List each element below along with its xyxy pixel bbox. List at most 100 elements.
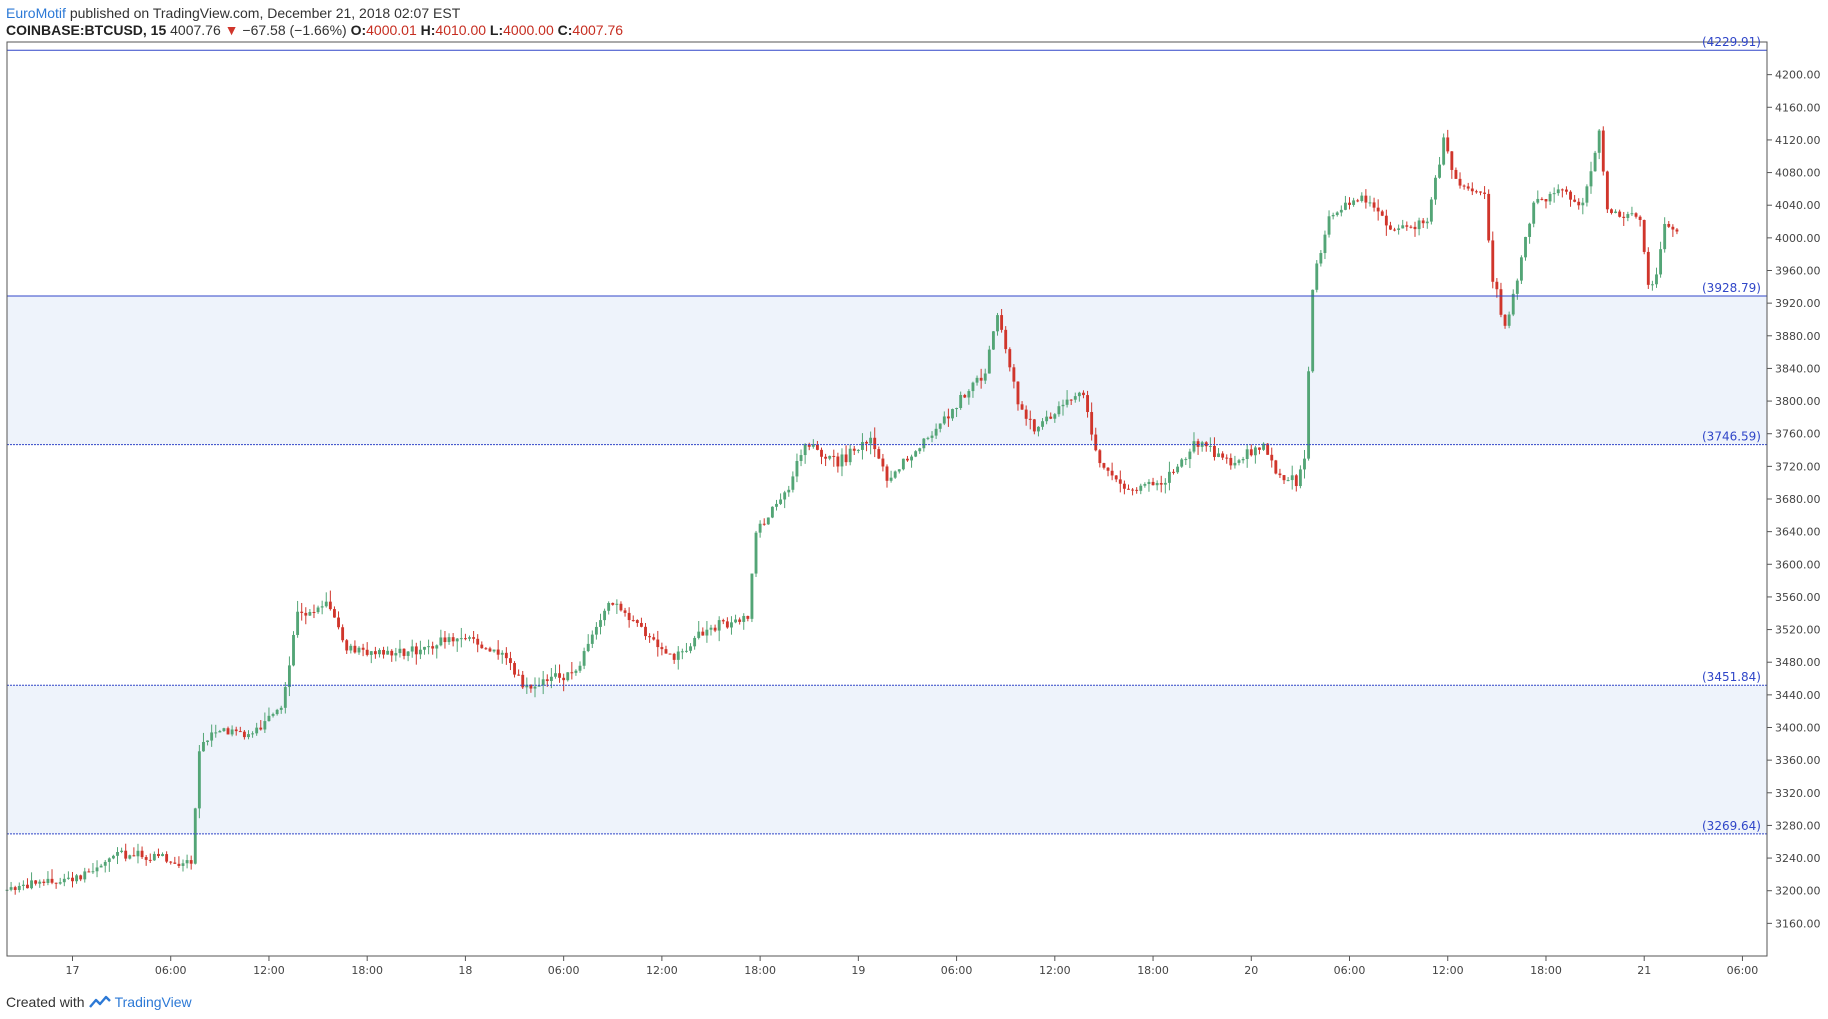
candle-body [562, 677, 566, 681]
candle-body [116, 852, 119, 856]
candle-body [386, 650, 390, 655]
candle-body [1131, 489, 1135, 491]
candle-body [1118, 479, 1122, 484]
candle-body [1487, 193, 1491, 241]
y-tick-label: 3640.00 [1775, 526, 1821, 539]
candle-body [852, 448, 856, 451]
candle-body [1135, 489, 1139, 491]
candle-body [157, 853, 160, 857]
open-label: O: [350, 22, 367, 38]
candle-body [34, 880, 38, 884]
author-name[interactable]: EuroMotif [6, 5, 66, 21]
candle-body [1331, 214, 1335, 217]
candle-body [1184, 459, 1188, 461]
candle-body [946, 416, 950, 419]
candle-body [1249, 449, 1253, 456]
candle-body [484, 648, 488, 650]
candle-body [1528, 223, 1532, 237]
candle-body [533, 686, 537, 689]
y-tick-label: 4080.00 [1775, 167, 1821, 180]
candle-body [1610, 209, 1613, 213]
candle-body [1098, 450, 1102, 464]
candle-body [525, 684, 529, 688]
candle-body [463, 638, 467, 640]
candle-body [1384, 215, 1388, 226]
candle-body [42, 881, 46, 883]
candle-body [754, 532, 758, 574]
y-tick-label: 3920.00 [1775, 297, 1821, 310]
candle-body [1618, 211, 1622, 217]
candle-body [1581, 202, 1585, 206]
candle-body [590, 634, 594, 644]
candle-body [99, 865, 103, 868]
candle-body [1037, 426, 1040, 432]
candle-body [1282, 475, 1286, 481]
candle-body [292, 634, 295, 666]
candle-body [492, 649, 496, 652]
candle-body [132, 855, 136, 857]
candle-body [443, 637, 447, 643]
candle-body [1147, 481, 1151, 485]
candle-body [639, 622, 643, 627]
candle-body [1495, 281, 1499, 290]
x-tick-label: 18:00 [744, 964, 776, 977]
candle-body [353, 645, 357, 653]
candle-body [1241, 459, 1245, 461]
candle-body [1405, 225, 1409, 227]
price-chart[interactable]: 3160.00 3200.00 3240.00 3280.00 3320.00 3360.… [0, 0, 1828, 990]
candle-body [1393, 229, 1396, 231]
x-tick-label: 12:00 [253, 964, 285, 977]
candle-body [1466, 186, 1470, 189]
candle-body [803, 444, 807, 456]
candle-body [230, 729, 234, 735]
candle-body [1229, 457, 1233, 466]
candle-body [210, 732, 214, 741]
y-tick-label: 3760.00 [1775, 428, 1821, 441]
candle-body [447, 637, 451, 643]
candle-body [861, 441, 864, 450]
candle-body [328, 601, 332, 610]
tradingview-logo-icon[interactable] [88, 995, 111, 1009]
y-tick-label: 4160.00 [1775, 101, 1821, 114]
candle-body [721, 620, 725, 622]
candle-body [300, 611, 304, 613]
candle-body [1315, 263, 1319, 290]
close-label: C: [557, 22, 573, 38]
candle-body [472, 637, 476, 639]
candle-body [627, 612, 631, 621]
price-axis[interactable]: 3160.00 3200.00 3240.00 3280.00 3320.00 3360.… [1767, 69, 1821, 931]
candle-body [619, 603, 623, 611]
high-value: 4010.00 [435, 22, 487, 38]
candle-body [1659, 249, 1663, 275]
candle-body [689, 646, 692, 651]
candle-body [304, 612, 308, 616]
candle-body [275, 709, 279, 715]
candle-body [1286, 480, 1290, 482]
candle-body [193, 808, 197, 864]
candle-body [594, 626, 598, 635]
candle-body [1421, 220, 1425, 224]
candle-body [758, 523, 762, 533]
candle-body [206, 740, 209, 742]
candle-body [1356, 200, 1360, 202]
y-tick-label: 3560.00 [1775, 591, 1821, 604]
candle-body [713, 627, 717, 631]
x-tick-label: 06:00 [548, 964, 580, 977]
candle-body [1188, 451, 1192, 460]
candle-body [697, 631, 701, 638]
candle-body [1024, 409, 1028, 419]
candle-body [439, 637, 443, 646]
tradingview-brand[interactable]: TradingView [114, 994, 192, 1010]
candle-body [17, 885, 21, 890]
candle-body [214, 732, 218, 734]
candle-body [13, 887, 17, 890]
candle-body [1278, 473, 1282, 476]
candle-body [1073, 396, 1077, 400]
time-axis[interactable]: 17 06:00 12:00 18:00 18 06:00 12:00 18:00 19 06:0… [65, 956, 1758, 977]
candle-body [537, 685, 541, 687]
candle-body [1511, 293, 1515, 315]
candle-body [222, 728, 226, 732]
candle-body [1237, 460, 1241, 463]
candle-body [873, 437, 877, 450]
candle-body [840, 454, 844, 467]
